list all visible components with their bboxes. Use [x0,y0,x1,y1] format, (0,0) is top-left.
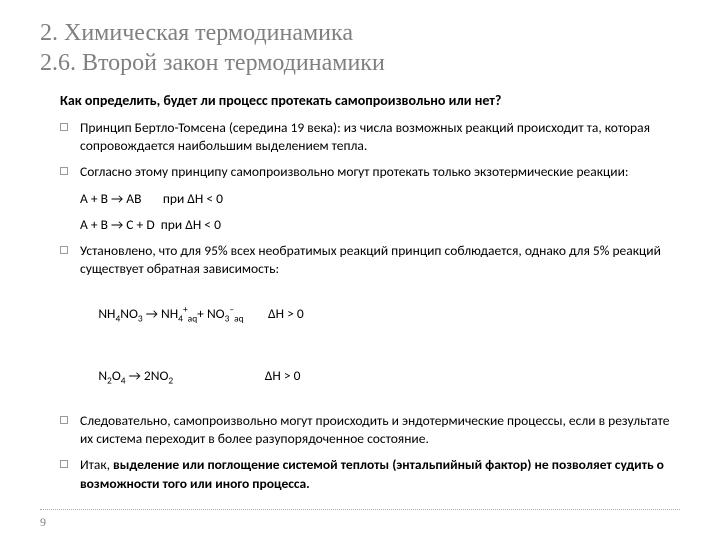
list-item: Установлено, что для 95% всех необратимы… [60,242,680,278]
equation: А + В → С + D при ΔН < 0 [60,216,680,234]
body-list: Принцип Бертло-Томсена (середина 19 века… [60,119,680,493]
chem-sub: aq [188,312,197,324]
equation: N2O4 → 2NO2 ΔН > 0 [60,349,680,404]
equation: NH4NO3 → NH4+aq+ NO3–aq ΔН > 0 [60,287,680,342]
chem-part: + [197,305,207,322]
footer-divider [40,509,680,510]
chem-part: NO [207,305,225,322]
lead-question: Как определить, будет ли процесс протека… [60,92,680,109]
equation: А + В → АВ при ΔН < 0 [60,190,680,208]
list-item: Следовательно, самопроизвольно могут про… [60,412,680,448]
item-bold: выделение или поглощение системой теплот… [80,456,664,491]
chem-sub: aq [234,312,243,324]
equation-text: А + В → АВ при ΔН < 0 [80,190,223,207]
chem-part: NO [120,305,138,322]
chem-part: NH [161,305,178,322]
list-item: Принцип Бертло-Томсена (середина 19 века… [60,119,680,155]
item-prefix: Итак, [80,456,113,473]
list-item: Согласно этому принципу самопроизвольно … [60,163,680,181]
slide: 2. Химическая термодинамика 2.6. Второй … [0,0,720,540]
chem-part: → [143,305,161,322]
chem-part: ΔН > 0 [173,367,300,384]
chem-part: O [112,367,121,384]
chem-part: N [98,367,107,384]
title-line-2: 2.6. Второй закон термодинамики [40,48,680,78]
page-number: 9 [40,515,46,530]
chem-part: → [126,367,144,384]
chem-part: 2NO [144,367,169,384]
chem-part: NH [98,305,115,322]
slide-title: 2. Химическая термодинамика 2.6. Второй … [40,18,680,78]
title-line-1: 2. Химическая термодинамика [40,18,680,48]
list-item: Итак, выделение или поглощение системой … [60,456,680,492]
chem-part: ΔН > 0 [244,305,304,322]
equation-text: А + В → С + D при ΔН < 0 [80,216,221,233]
